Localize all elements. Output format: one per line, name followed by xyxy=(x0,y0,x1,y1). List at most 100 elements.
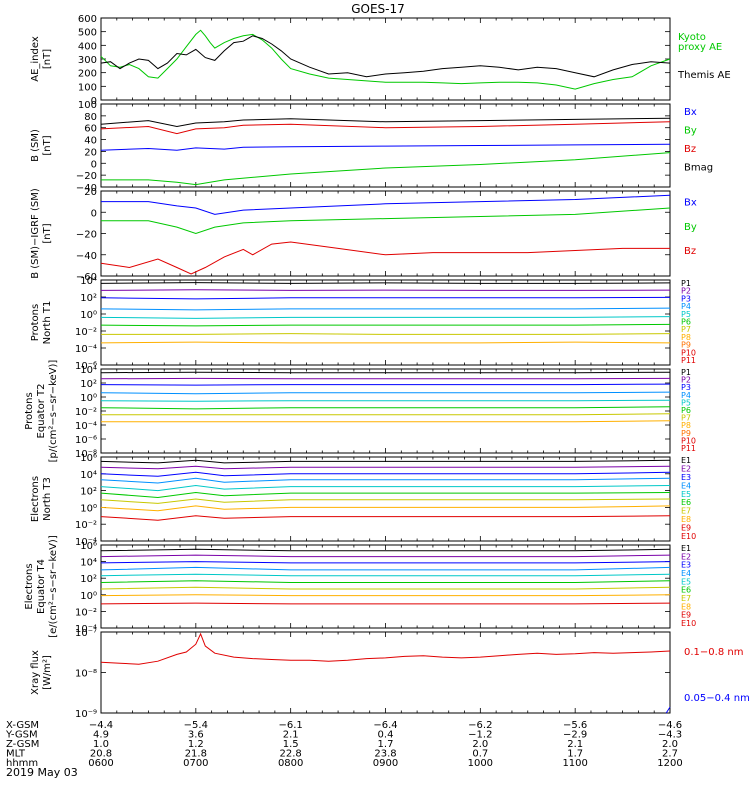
series-p4 xyxy=(100,391,671,395)
footer-value: −4.6 xyxy=(658,720,682,731)
y-axis-label: AE_index xyxy=(30,36,41,82)
legend-item: E10 xyxy=(681,619,696,628)
legend-item: E4 xyxy=(681,481,691,490)
y-tick-label: 200 xyxy=(78,69,97,80)
y-tick-label: −20 xyxy=(76,230,97,241)
y-tick-label: 10⁰ xyxy=(80,591,97,602)
y-axis-label: North T1 xyxy=(42,301,53,345)
panel-xray: 10⁻⁷ 10⁻⁸ 10⁻⁹ Xray flux [W/m²] 0.1−0.8 nm 0.0… xyxy=(30,628,750,720)
y-tick-label: 10⁰ xyxy=(80,310,97,321)
y-tick-label: 0 xyxy=(91,208,97,219)
y-tick-label: 10⁻⁴ xyxy=(75,624,97,635)
footer-value: 23.8 xyxy=(374,749,396,760)
legend-item: P9 xyxy=(681,341,691,350)
legend-item: P4 xyxy=(681,302,691,311)
legend-item: E6 xyxy=(681,498,691,507)
series-e7 xyxy=(100,498,671,504)
date-label: 2019 May 03 xyxy=(6,766,78,779)
legend-item: E7 xyxy=(681,594,691,603)
y-axis-label: B (SM) xyxy=(30,129,41,162)
series-e5 xyxy=(100,573,671,577)
y-axis-label: Electrons xyxy=(24,563,35,609)
legend-item: E4 xyxy=(681,569,691,578)
series-p6 xyxy=(100,406,671,410)
y-tick-label: 10⁻⁸ xyxy=(75,449,97,460)
y-tick-label: 10⁻⁸ xyxy=(75,669,97,680)
legend-item: P7 xyxy=(681,414,691,423)
series-p7 xyxy=(101,413,671,416)
series-e4 xyxy=(100,566,671,571)
series-p5 xyxy=(100,316,671,319)
legend-item: P1 xyxy=(681,368,691,377)
footer-value: 0600 xyxy=(88,758,113,769)
y-tick-label: 100 xyxy=(78,100,97,111)
y-tick-label: 10⁻² xyxy=(75,407,97,418)
legend-item: P2 xyxy=(681,376,691,385)
panel-ae: 0 100 200 300 400 500 600 AE_index [nT] Kyotoprox… xyxy=(30,14,731,107)
legend-item: E9 xyxy=(681,611,691,620)
footer-row-label: Z-GSM xyxy=(6,739,39,750)
legend-item: P8 xyxy=(681,421,691,430)
series-by xyxy=(101,152,671,186)
y-tick-label: 10⁶ xyxy=(80,541,97,552)
series-p8 xyxy=(101,420,671,423)
y-tick-label: 0 xyxy=(91,159,97,170)
y-tick-label: 10² xyxy=(80,574,97,585)
y-axis-label: [nT] xyxy=(42,223,53,243)
series-kyoto xyxy=(100,29,671,90)
ephemeris-footer: X-GSM −4.4 −5.4 −6.1 −6.4 −6.2 −5.6 −4.6 Y-GSM 4.… xyxy=(5,720,683,769)
panel-pe: 10⁴ 10² 10⁰ 10⁻² 10⁻⁴ 10⁻⁶ 10⁻⁸ Protons Equator … xyxy=(24,360,696,463)
footer-value: 0.4 xyxy=(378,730,394,741)
series-p4 xyxy=(100,307,671,311)
series-p1 xyxy=(100,371,671,374)
series-e8 xyxy=(100,505,671,512)
y-tick-label: −40 xyxy=(76,183,97,194)
legend-item: Kyoto xyxy=(678,32,706,43)
series-e6 xyxy=(100,491,671,499)
legend-item: P6 xyxy=(681,318,691,327)
y-axis-label: B (SM)−IGRF (SM) xyxy=(30,188,41,279)
y-tick-label: 10⁻⁶ xyxy=(75,435,97,446)
series-e9 xyxy=(100,602,671,605)
series-bz xyxy=(100,241,670,275)
y-axis-label: [p/(cm²−s−sr−keV)] xyxy=(48,360,59,463)
y-tick-label: 0 xyxy=(91,96,97,107)
footer-row-label: MLT xyxy=(6,749,26,760)
y-tick-label: 60 xyxy=(84,124,97,135)
footer-value: 1.7 xyxy=(567,749,583,760)
series-p2 xyxy=(100,289,671,291)
legend-item: E8 xyxy=(681,602,691,611)
legend-item: E10 xyxy=(681,532,696,541)
footer-row-label: Y-GSM xyxy=(5,730,38,741)
legend-item: Bx xyxy=(684,198,697,209)
y-tick-label: 10⁰ xyxy=(80,393,97,404)
panel-frame xyxy=(100,103,671,188)
footer-row-label: hhmm xyxy=(6,758,38,769)
y-tick-label: 10⁻⁴ xyxy=(75,421,97,432)
legend-item: Bx xyxy=(684,107,697,118)
legend-item: P5 xyxy=(681,398,691,407)
y-axis-label: Protons xyxy=(30,304,41,341)
legend-item: By xyxy=(684,126,697,137)
footer-value: 1200 xyxy=(657,758,682,769)
series-e7 xyxy=(100,586,671,590)
series-p8 xyxy=(100,341,671,344)
legend-item: E2 xyxy=(681,552,691,561)
legend-item: P3 xyxy=(681,383,691,392)
legend-item: E8 xyxy=(681,515,691,524)
series-p7 xyxy=(101,333,671,335)
legend-item: Bz xyxy=(684,246,696,257)
legend-item: P8 xyxy=(681,333,691,342)
legend-item: E3 xyxy=(681,473,691,482)
y-axis-label: [e/(cm²−s−sr−keV)] xyxy=(48,535,59,638)
panel-bigrf: −60 −40 −20 0 20 B (SM)−IGRF (SM) [nT] Bx By Bz xyxy=(30,187,697,283)
series-p1 xyxy=(100,282,671,284)
y-axis-label: [nT] xyxy=(42,135,53,155)
y-axis-label: Protons xyxy=(24,392,35,429)
y-tick-label: 100 xyxy=(78,82,97,93)
series-e1 xyxy=(100,548,671,552)
series-e9 xyxy=(100,515,671,521)
footer-value: −4.3 xyxy=(658,730,682,741)
